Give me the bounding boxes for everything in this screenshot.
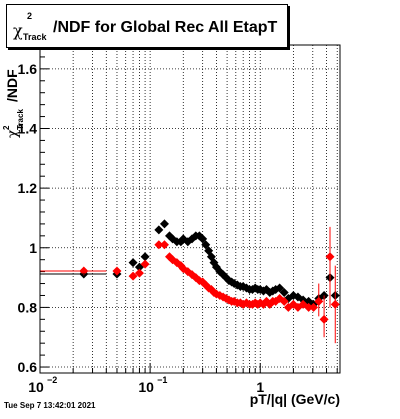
- data-point: [154, 240, 164, 250]
- y-tick-label: 1.4: [18, 120, 38, 136]
- y-tick-label: 1: [29, 240, 37, 256]
- y-tick-label: 1.6: [18, 61, 38, 77]
- data-point: [304, 302, 314, 312]
- x-tick-label: 10: [138, 379, 154, 395]
- data-point: [128, 271, 138, 281]
- title-text: /NDF for Global Rec All EtapT: [53, 19, 278, 36]
- data-point: [134, 268, 144, 278]
- y-axis-label-sub: Track: [16, 109, 25, 130]
- data-point: [140, 259, 150, 269]
- title-chi-symbol: χ: [13, 21, 23, 40]
- x-tick-label: 10: [28, 379, 44, 395]
- series-black: [79, 219, 340, 309]
- data-point: [275, 283, 285, 293]
- data-point: [128, 258, 138, 268]
- x-tick-label-exponent: −1: [157, 375, 167, 385]
- series-red: [79, 240, 340, 324]
- y-axis-label-chi: χ: [5, 129, 21, 138]
- data-point: [198, 234, 208, 244]
- title-subscript: Track: [23, 32, 47, 42]
- data-point: [112, 266, 122, 276]
- chart-title: χ 2 Track /NDF for Global Rec All EtapT: [6, 4, 288, 48]
- data-point: [159, 219, 169, 229]
- data-point: [279, 287, 289, 297]
- data-point: [154, 225, 164, 235]
- y-tick-label: 1.2: [18, 180, 38, 196]
- y-axis-label-sup: 2: [2, 125, 11, 130]
- y-tick-label: 0.8: [18, 299, 38, 315]
- x-tick-label-exponent: −2: [47, 375, 57, 385]
- x-tick-label: 1: [256, 379, 264, 395]
- y-axis-label: χ2 Track/NDF: [2, 69, 25, 138]
- data-point: [140, 252, 150, 262]
- y-axis-label-rest: /NDF: [4, 69, 20, 102]
- x-axis-label: pT/|q| (GeV/c): [250, 391, 340, 407]
- plot-area: [40, 45, 340, 373]
- y-tick-label: 0.6: [18, 359, 38, 375]
- title-superscript: 2: [27, 11, 33, 21]
- data-point: [309, 302, 319, 312]
- data-point: [159, 240, 169, 250]
- timestamp: Tue Sep 7 13:42:01 2021: [4, 401, 96, 410]
- data-point: [279, 296, 289, 306]
